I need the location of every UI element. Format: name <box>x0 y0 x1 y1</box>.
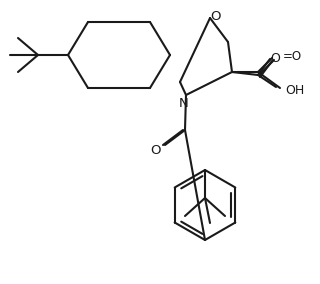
Text: O: O <box>270 51 280 64</box>
Text: N: N <box>179 97 189 110</box>
Text: =O: =O <box>283 49 302 62</box>
Text: O: O <box>150 143 160 156</box>
Text: OH: OH <box>285 83 304 97</box>
Text: O: O <box>210 9 220 22</box>
